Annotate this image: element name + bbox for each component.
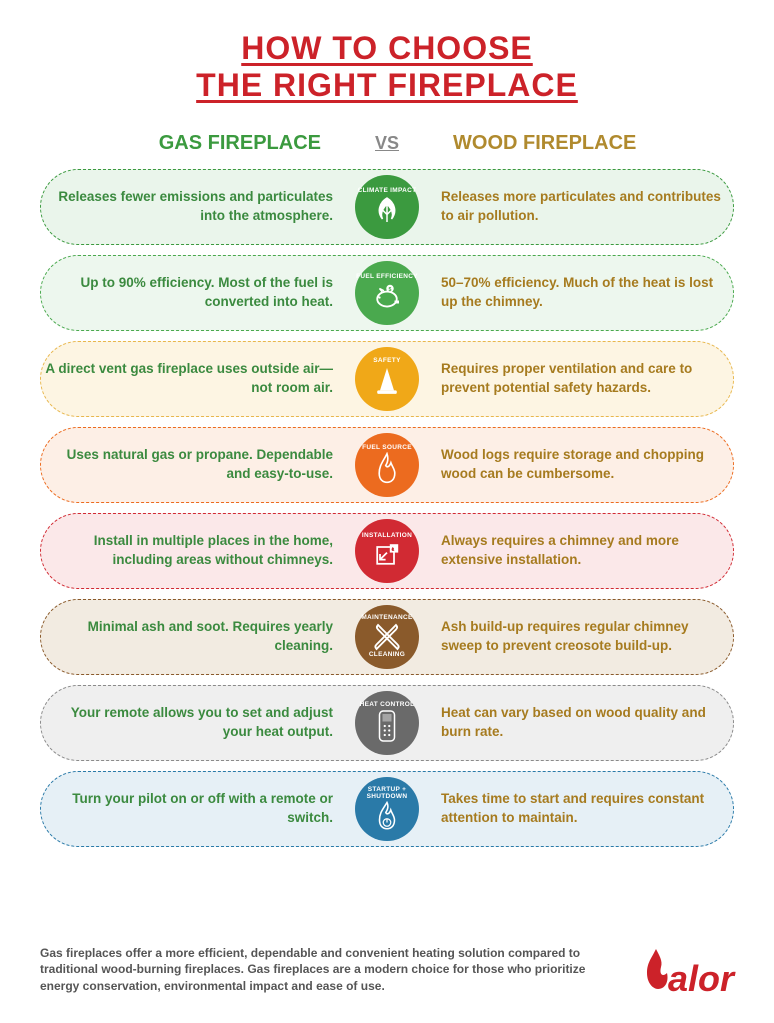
title-line-1: HOW TO CHOOSE: [241, 30, 533, 66]
maintenance-icon: [372, 622, 402, 652]
heat-badge: HEAT CONTROL: [355, 691, 419, 755]
maintenance-badge: MAINTENANCE CLEANING: [355, 605, 419, 669]
badge-label: FUEL SOURCE: [362, 445, 412, 452]
efficiency-icon: $: [372, 281, 402, 311]
badge-label: FUEL EFFICIENCY: [356, 274, 418, 281]
comparison-row-climate: Releases fewer emissions and particulate…: [40, 169, 734, 245]
climate-badge: CLIMATE IMPACT: [355, 175, 419, 239]
gas-text: Up to 90% efficiency. Most of the fuel i…: [41, 274, 387, 310]
footer: Gas fireplaces offer a more efficient, d…: [40, 945, 734, 995]
climate-icon: [372, 195, 402, 225]
gas-text: Install in multiple places in the home, …: [41, 532, 387, 568]
wood-text: Requires proper ventilation and care to …: [387, 360, 733, 396]
comparison-row-efficiency: Up to 90% efficiency. Most of the fuel i…: [40, 255, 734, 331]
comparison-row-maintenance: Minimal ash and soot. Requires yearly cl…: [40, 599, 734, 675]
comparison-row-install: Install in multiple places in the home, …: [40, 513, 734, 589]
badge-label-bottom: CLEANING: [369, 652, 405, 659]
badge-label: CLIMATE IMPACT: [358, 188, 417, 195]
wood-text: Takes time to start and requires constan…: [387, 790, 733, 826]
wood-text: Always requires a chimney and more exten…: [387, 532, 733, 568]
comparison-rows: Releases fewer emissions and particulate…: [40, 169, 734, 847]
wood-text: Releases more particulates and contribut…: [387, 188, 733, 224]
comparison-row-safety: A direct vent gas fireplace uses outside…: [40, 341, 734, 417]
badge-label-top: MAINTENANCE: [361, 615, 412, 622]
gas-text: Minimal ash and soot. Requires yearly cl…: [41, 618, 387, 654]
header-vs: VS: [375, 133, 399, 154]
efficiency-badge: FUEL EFFICIENCY $: [355, 261, 419, 325]
title-line-2: THE RIGHT FIREPLACE: [196, 67, 578, 103]
comparison-row-startup: Turn your pilot on or off with a remote …: [40, 771, 734, 847]
gas-text: Turn your pilot on or off with a remote …: [41, 790, 387, 826]
flame-icon: [641, 947, 671, 995]
badge-label: STARTUP + SHUTDOWN: [355, 787, 419, 801]
safety-badge: SAFETY: [355, 347, 419, 411]
svg-text:$: $: [389, 287, 392, 293]
valor-logo: alor: [641, 947, 734, 995]
header-gas: GAS FIREPLACE: [40, 132, 351, 155]
fuel-badge: FUEL SOURCE: [355, 433, 419, 497]
comparison-headers: GAS FIREPLACE VS WOOD FIREPLACE: [40, 132, 734, 155]
comparison-row-heat: Your remote allows you to set and adjust…: [40, 685, 734, 761]
logo-text: alor: [668, 963, 734, 995]
install-badge: INSTALLATION: [355, 519, 419, 583]
wood-text: Ash build-up requires regular chimney sw…: [387, 618, 733, 654]
comparison-row-fuel: Uses natural gas or propane. Dependable …: [40, 427, 734, 503]
wood-text: Wood logs require storage and chopping w…: [387, 446, 733, 482]
badge-label: SAFETY: [373, 358, 400, 365]
gas-text: Releases fewer emissions and particulate…: [41, 188, 387, 224]
badge-label: INSTALLATION: [362, 533, 412, 540]
gas-text: Uses natural gas or propane. Dependable …: [41, 446, 387, 482]
startup-badge: STARTUP + SHUTDOWN: [355, 777, 419, 841]
footer-text: Gas fireplaces offer a more efficient, d…: [40, 945, 621, 995]
gas-text: Your remote allows you to set and adjust…: [41, 704, 387, 740]
gas-text: A direct vent gas fireplace uses outside…: [41, 360, 387, 396]
header-wood: WOOD FIREPLACE: [423, 132, 734, 155]
fuel-icon: [374, 452, 400, 484]
badge-label: HEAT CONTROL: [360, 702, 415, 709]
install-icon: [373, 540, 401, 568]
safety-icon: [373, 365, 401, 399]
wood-text: 50–70% efficiency. Much of the heat is l…: [387, 274, 733, 310]
page-title: HOW TO CHOOSE THE RIGHT FIREPLACE: [40, 30, 734, 104]
wood-text: Heat can vary based on wood quality and …: [387, 704, 733, 740]
startup-icon: [374, 800, 400, 830]
heat-icon: [378, 709, 396, 743]
